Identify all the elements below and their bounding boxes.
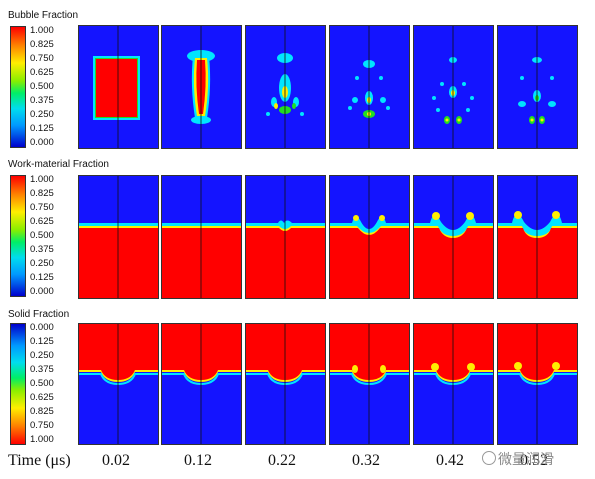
time-label: 0.32 [352, 452, 380, 469]
tick-label: 0.750 [30, 53, 54, 64]
solid-panel-4 [329, 323, 410, 445]
tick-label: 0.250 [30, 258, 54, 269]
watermark: 微量润滑 [498, 451, 554, 467]
tick-label: 0.125 [30, 123, 54, 134]
tick-label: 0.750 [30, 420, 54, 431]
tick-label: 1.000 [30, 25, 54, 36]
colorbar [10, 175, 26, 297]
tick-label: 0.375 [30, 244, 54, 255]
work-panel-5 [413, 175, 494, 299]
tick-label: 0.825 [30, 406, 54, 417]
time-label: 0.52 [520, 452, 548, 469]
time-label: 0.02 [102, 452, 130, 469]
bubble-panel-4 [329, 25, 410, 149]
wechat-icon [482, 451, 496, 465]
row-title-work: Work-material Fraction [8, 159, 109, 170]
time-label: 0.22 [268, 452, 296, 469]
time-axis-label: Time (μs) [8, 452, 71, 469]
colorbar [10, 323, 26, 445]
tick-label: 0.125 [30, 336, 54, 347]
solid-panel-1 [78, 323, 159, 445]
work-panel-3 [245, 175, 326, 299]
tick-label: 0.825 [30, 39, 54, 50]
work-panel-6 [497, 175, 578, 299]
bubble-panel-2 [161, 25, 242, 149]
bubble-panel-3 [245, 25, 326, 149]
work-panel-2 [161, 175, 242, 299]
tick-label: 0.500 [30, 230, 54, 241]
tick-label: 0.000 [30, 286, 54, 297]
solid-panel-5 [413, 323, 494, 445]
work-panel-4 [329, 175, 410, 299]
bubble-panel-1 [78, 25, 159, 149]
colorbar [10, 26, 26, 148]
time-label: 0.42 [436, 452, 464, 469]
solid-panel-2 [161, 323, 242, 445]
tick-label: 0.625 [30, 67, 54, 78]
tick-label: 1.000 [30, 174, 54, 185]
solid-panel-6 [497, 323, 578, 445]
tick-label: 0.125 [30, 272, 54, 283]
tick-label: 0.500 [30, 81, 54, 92]
bubble-panel-6 [497, 25, 578, 149]
tick-label: 1.000 [30, 434, 54, 445]
tick-label: 0.750 [30, 202, 54, 213]
tick-label: 0.500 [30, 378, 54, 389]
solid-panel-3 [245, 323, 326, 445]
tick-label: 0.825 [30, 188, 54, 199]
time-label: 0.12 [184, 452, 212, 469]
tick-label: 0.250 [30, 109, 54, 120]
tick-label: 0.375 [30, 95, 54, 106]
row-title-bubble: Bubble Fraction [8, 10, 79, 21]
tick-label: 0.000 [30, 322, 54, 333]
bubble-panel-5 [413, 25, 494, 149]
tick-label: 0.250 [30, 350, 54, 361]
tick-label: 0.625 [30, 392, 54, 403]
row-title-solid: Solid Fraction [8, 309, 70, 320]
work-panel-1 [78, 175, 159, 299]
tick-label: 0.375 [30, 364, 54, 375]
tick-label: 0.000 [30, 137, 54, 148]
tick-label: 0.625 [30, 216, 54, 227]
